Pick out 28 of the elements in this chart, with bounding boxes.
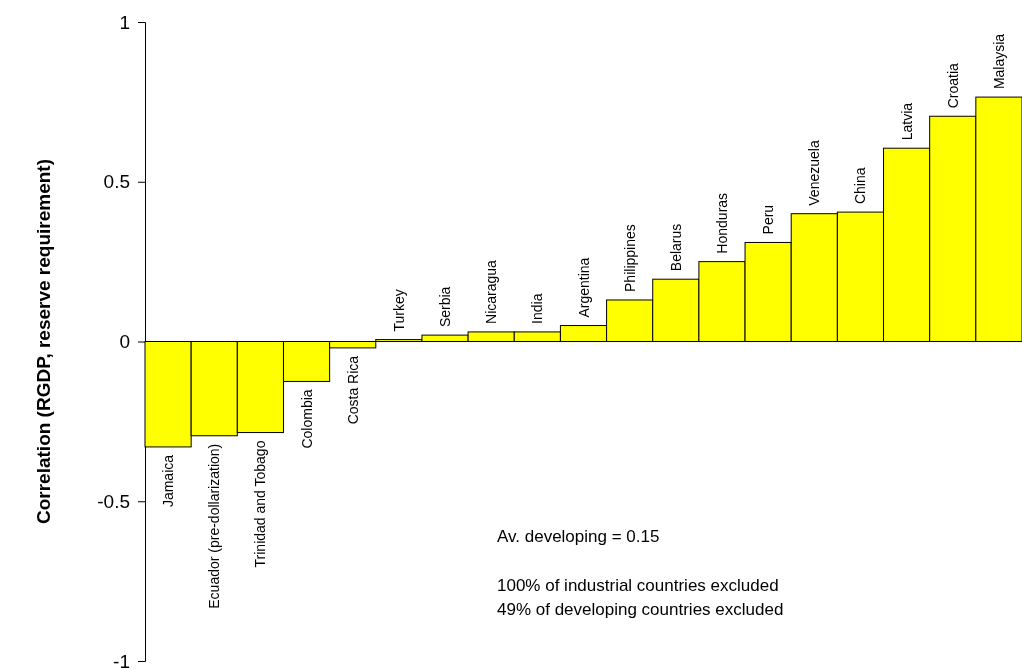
x-tick-label: Philippines <box>621 224 638 292</box>
x-tick-label: Ecuador (pre-dollarization) <box>206 443 223 609</box>
x-tick-label: China <box>852 167 869 205</box>
y-tick-label: 0.5 <box>103 171 130 193</box>
y-tick-label: -1 <box>113 650 130 670</box>
annotation: 49% of developing countries excluded <box>497 600 784 619</box>
x-tick-label: Colombia <box>298 389 315 449</box>
x-tick-label: Belarus <box>667 223 684 272</box>
y-axis-title: Correlation (RGDP, reserve requirement) <box>33 159 54 524</box>
annotation: 100% of industrial countries excluded <box>497 576 779 595</box>
y-tick-label: 0 <box>119 331 130 353</box>
x-tick-label: Latvia <box>898 102 915 141</box>
y-tick-label: 1 <box>119 11 130 33</box>
x-tick-label: Costa Rica <box>344 355 361 425</box>
x-tick-label: Peru <box>760 204 777 235</box>
x-tick-label: Turkey <box>390 289 407 332</box>
x-tick-label: Nicaragua <box>483 259 500 324</box>
y-tick-label: -0.5 <box>97 490 130 512</box>
x-tick-label: Argentina <box>575 257 592 318</box>
x-tick-label: Serbia <box>437 286 454 328</box>
x-tick-label: Venezuela <box>806 140 823 206</box>
x-tick-label: India <box>529 293 546 324</box>
annotation: Av. developing = 0.15 <box>497 527 660 546</box>
x-tick-label: Honduras <box>713 192 730 254</box>
x-tick-label: Jamaica <box>160 454 177 508</box>
x-tick-label: Malaysia <box>990 33 1007 90</box>
x-tick-label: Croatia <box>944 62 961 109</box>
x-tick-label: Trinidad and Tobago <box>252 440 269 568</box>
